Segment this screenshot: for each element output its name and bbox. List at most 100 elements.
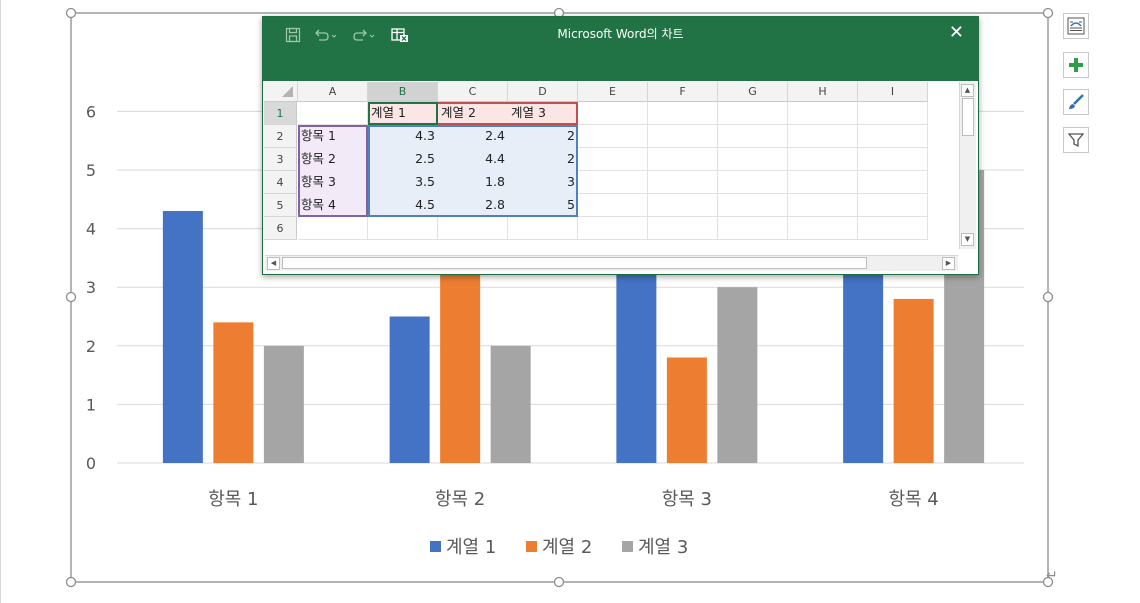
column-header[interactable]: H (788, 82, 858, 102)
cell-border (647, 102, 648, 240)
row-header[interactable]: 2 (264, 125, 297, 148)
cell-border (298, 193, 928, 194)
resize-handle[interactable] (1042, 291, 1054, 303)
cell[interactable]: 항목 1 (301, 128, 336, 143)
column-header[interactable]: C (438, 82, 508, 102)
chart-styles-button[interactable] (1063, 89, 1089, 115)
column-header[interactable]: G (718, 82, 788, 102)
cell[interactable]: 항목 3 (301, 174, 336, 189)
bar[interactable] (213, 322, 254, 463)
cell[interactable]: 4.4 (485, 151, 505, 166)
cell[interactable]: 5 (567, 197, 575, 212)
row-header[interactable]: 3 (264, 148, 297, 171)
bar[interactable] (389, 316, 430, 464)
column-header[interactable]: D (508, 82, 578, 102)
chart-elements-button[interactable] (1063, 52, 1089, 78)
resize-handle[interactable] (65, 576, 77, 588)
layout-options-button[interactable] (1063, 13, 1089, 39)
row-header[interactable]: 4 (264, 171, 297, 194)
cell-border (298, 216, 928, 217)
save-icon[interactable] (285, 27, 301, 43)
cell-border (857, 102, 858, 240)
cell-border (927, 102, 928, 240)
chart-filters-button[interactable] (1063, 127, 1089, 153)
cell[interactable]: 2.8 (485, 197, 505, 212)
cell[interactable]: 4.5 (415, 197, 435, 212)
cell[interactable]: 2 (567, 128, 575, 143)
close-button[interactable]: ✕ (948, 22, 964, 43)
resize-handles[interactable] (65, 7, 1054, 588)
row-header[interactable]: 5 (264, 194, 297, 217)
resize-handle[interactable] (553, 576, 565, 588)
cell[interactable]: 2 (567, 151, 575, 166)
resize-handle[interactable] (1042, 7, 1054, 19)
cell[interactable]: 계열 3 (511, 105, 546, 120)
layout-icon (1067, 17, 1085, 35)
select-all-corner[interactable] (264, 82, 298, 102)
legend-label: 계열 3 (638, 537, 688, 558)
undo-icon[interactable] (313, 27, 339, 43)
vertical-scrollbar[interactable]: ▲ ▼ (959, 82, 976, 249)
bar[interactable] (263, 345, 304, 463)
column-header[interactable]: B (368, 82, 438, 102)
cell[interactable]: 3 (567, 174, 575, 189)
horizontal-scroll-thumb[interactable] (282, 257, 867, 269)
y-tick-label: 3 (86, 278, 96, 297)
edit-data-in-excel-icon[interactable] (391, 27, 409, 43)
row-header[interactable]: 6 (264, 217, 297, 240)
scroll-up-icon[interactable]: ▲ (961, 84, 974, 97)
vertical-scroll-thumb[interactable] (962, 98, 974, 136)
plot-area[interactable] (162, 170, 985, 464)
bar[interactable] (893, 298, 934, 463)
legend-label: 계열 2 (542, 537, 592, 558)
cell[interactable]: 계열 1 (371, 105, 406, 120)
active-cell[interactable] (368, 102, 438, 125)
select-all-icon (282, 86, 293, 97)
resize-handle[interactable] (65, 291, 77, 303)
cell[interactable]: 2.4 (485, 128, 505, 143)
resize-handle[interactable] (1042, 576, 1054, 588)
bar[interactable] (717, 287, 758, 463)
category-label: 항목 2 (435, 489, 485, 510)
scroll-left-icon[interactable]: ◀ (267, 257, 280, 270)
cell-border (298, 170, 928, 171)
chart-data-window[interactable]: Microsoft Word의 차트 ✕ A B C D E F G H I 1 2 3 4 5 6 계열 1… (262, 16, 979, 275)
cell[interactable]: 1.8 (485, 174, 505, 189)
bar[interactable] (162, 211, 203, 463)
x-axis: 항목 1 항목 2 항목 3 항목 4 (208, 489, 939, 510)
cell[interactable]: 항목 4 (301, 197, 336, 212)
row-header[interactable]: 1 (264, 102, 297, 125)
y-tick-label: 0 (86, 454, 96, 473)
y-tick-label: 2 (86, 337, 96, 356)
legend[interactable]: 계열 1 계열 2 계열 3 (430, 537, 688, 558)
cell[interactable]: 4.3 (415, 128, 435, 143)
column-header[interactable]: F (648, 82, 718, 102)
resize-handle[interactable] (65, 7, 77, 19)
column-header[interactable]: I (858, 82, 928, 102)
scroll-down-icon[interactable]: ▼ (961, 233, 974, 246)
values-range (368, 125, 578, 217)
cell[interactable]: 항목 2 (301, 151, 336, 166)
bar[interactable] (666, 357, 707, 463)
paragraph-mark-icon: ↵ (1046, 568, 1058, 584)
bar[interactable] (490, 345, 531, 463)
filter-icon (1068, 133, 1084, 148)
brush-icon (1069, 94, 1084, 109)
redo-icon[interactable] (351, 27, 377, 43)
category-label: 항목 3 (662, 489, 712, 510)
column-header[interactable]: A (298, 82, 368, 102)
category-range (298, 125, 368, 217)
horizontal-scrollbar[interactable]: ◀ ▶ (265, 255, 958, 271)
cell[interactable]: 3.5 (415, 174, 435, 189)
cell[interactable]: 계열 2 (441, 105, 476, 120)
bar[interactable] (616, 257, 657, 463)
y-tick-label: 1 (86, 395, 96, 414)
title-bar[interactable]: Microsoft Word의 차트 ✕ (263, 17, 978, 81)
window-title: Microsoft Word의 차트 (557, 27, 684, 41)
cell-border (298, 147, 928, 148)
cell[interactable]: 2.5 (415, 151, 435, 166)
column-header[interactable]: E (578, 82, 648, 102)
cell[interactable] (301, 102, 365, 125)
scroll-right-icon[interactable]: ▶ (942, 257, 955, 270)
